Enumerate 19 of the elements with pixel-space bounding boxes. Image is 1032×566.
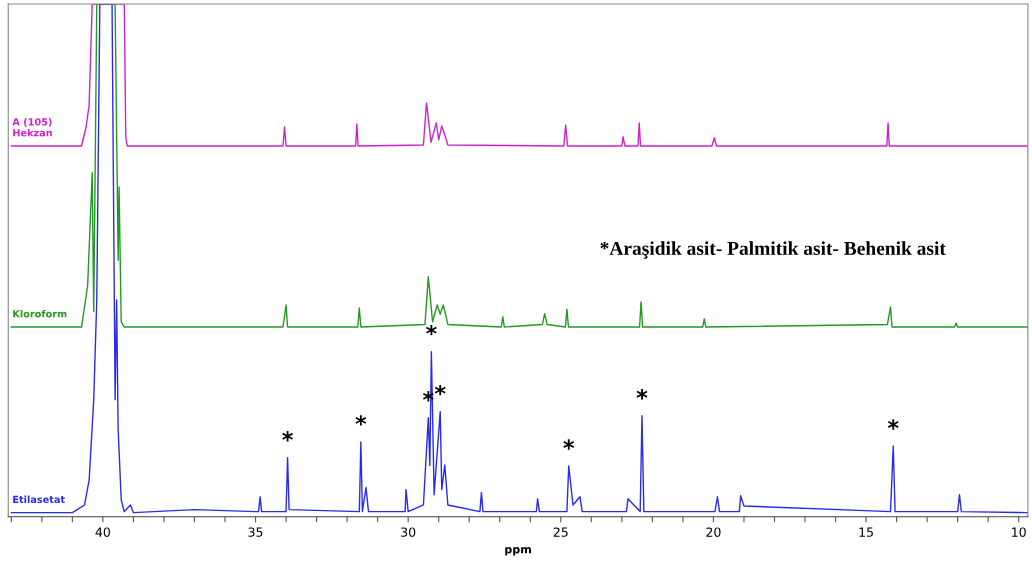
x-tick-label: 35 xyxy=(248,527,263,537)
series-label: A (105) Hekzan xyxy=(12,118,52,137)
annotation: * xyxy=(636,389,648,400)
x-tick-label: 30 xyxy=(401,527,416,537)
series-label: Kloroform xyxy=(13,309,67,318)
annotation: *Araşidik asit- Palmitik asit- Behenik asit xyxy=(600,241,946,259)
annotation: * xyxy=(426,324,437,336)
x-tick-label: 10 xyxy=(1012,527,1026,537)
x-tick-label: 25 xyxy=(553,527,568,537)
x-axis-title: ppm xyxy=(505,547,531,556)
annotation: * xyxy=(563,439,575,450)
annotation: * xyxy=(434,384,446,396)
annotation: * xyxy=(887,419,899,430)
x-tick-label: 20 xyxy=(706,527,721,537)
x-tick-label: 40 xyxy=(95,527,111,537)
series-label: Etilasetat xyxy=(13,495,65,504)
annotation: * xyxy=(282,431,293,442)
x-tick-label: 15 xyxy=(859,527,873,537)
annotation: * xyxy=(355,415,367,426)
